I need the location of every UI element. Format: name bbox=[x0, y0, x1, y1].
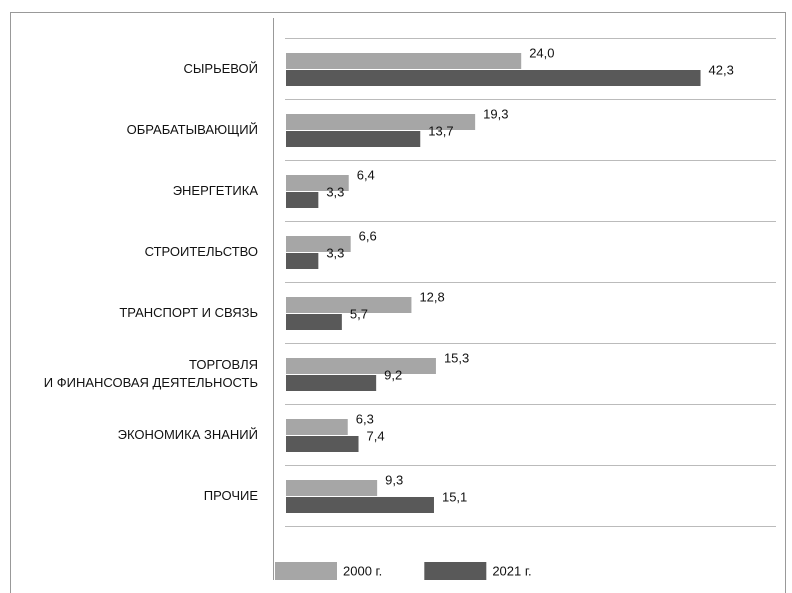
value-label: 24,0 bbox=[529, 45, 554, 60]
bar bbox=[286, 175, 349, 191]
value-label: 6,3 bbox=[356, 411, 374, 426]
value-label: 3,3 bbox=[326, 245, 344, 260]
bar bbox=[286, 53, 522, 69]
legend-label: 2021 г. bbox=[492, 563, 531, 578]
bar bbox=[286, 314, 342, 330]
bar bbox=[286, 131, 421, 147]
value-label: 42,3 bbox=[709, 62, 734, 77]
bar bbox=[286, 236, 351, 252]
bar bbox=[286, 497, 434, 513]
value-label: 12,8 bbox=[419, 289, 444, 304]
bar bbox=[286, 253, 319, 269]
value-label: 3,3 bbox=[326, 184, 344, 199]
value-label: 7,4 bbox=[367, 428, 385, 443]
category-label: ПРОЧИЕ bbox=[203, 488, 258, 503]
value-label: 15,3 bbox=[444, 350, 469, 365]
category-label: ТОРГОВЛЯ И ФИНАНСОВАЯ ДЕЯТЕЛЬНОСТЬ bbox=[43, 357, 258, 390]
value-label: 6,4 bbox=[357, 167, 375, 182]
value-label: 15,1 bbox=[442, 489, 467, 504]
category-label: ТРАНСПОРТ И СВЯЗЬ bbox=[119, 305, 258, 320]
bar bbox=[286, 192, 319, 208]
frame bbox=[10, 12, 786, 593]
legend-swatch bbox=[424, 562, 487, 580]
category-label: ОБРАБАТЫВАЮЩИЙ bbox=[126, 122, 258, 137]
category-label: ЭКОНОМИКА ЗНАНИЙ bbox=[117, 427, 258, 442]
bar bbox=[286, 419, 348, 435]
value-label: 9,2 bbox=[384, 367, 402, 382]
value-label: 19,3 bbox=[483, 106, 508, 121]
bar bbox=[286, 70, 701, 86]
bar bbox=[286, 114, 476, 130]
legend-label: 2000 г. bbox=[343, 563, 382, 578]
category-label: ЭНЕРГЕТИКА bbox=[172, 183, 258, 198]
bar bbox=[286, 375, 377, 391]
bar bbox=[286, 436, 359, 452]
legend-swatch bbox=[275, 562, 337, 580]
bar bbox=[286, 297, 412, 313]
value-label: 6,6 bbox=[359, 228, 377, 243]
category-label: СТРОИТЕЛЬСТВО bbox=[144, 244, 258, 259]
value-label: 13,7 bbox=[428, 123, 453, 138]
bar bbox=[286, 358, 436, 374]
bar bbox=[286, 480, 378, 496]
value-label: 5,7 bbox=[350, 306, 368, 321]
category-label: СЫРЬЕВОЙ bbox=[183, 61, 258, 76]
value-label: 9,3 bbox=[385, 472, 403, 487]
